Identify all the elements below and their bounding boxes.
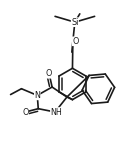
Text: O: O bbox=[46, 69, 52, 78]
Text: O: O bbox=[22, 107, 29, 117]
Text: NH: NH bbox=[50, 107, 62, 117]
Text: N: N bbox=[34, 91, 40, 100]
Text: O: O bbox=[72, 37, 79, 46]
Text: Si: Si bbox=[71, 18, 79, 27]
